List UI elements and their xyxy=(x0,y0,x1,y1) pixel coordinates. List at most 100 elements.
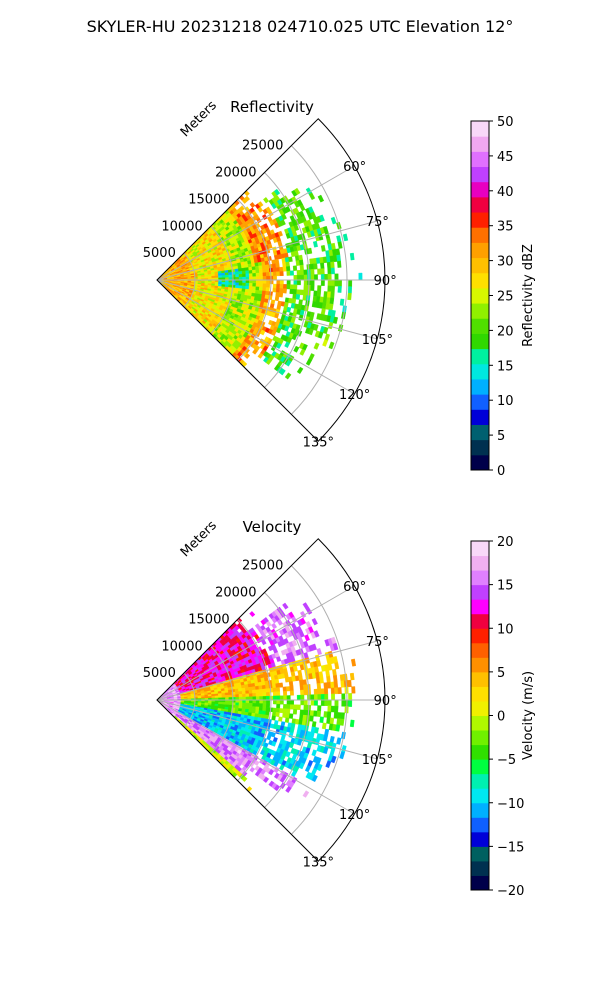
reflectivity-cell xyxy=(317,285,322,292)
reflectivity-cell xyxy=(276,283,281,289)
velocity-cell xyxy=(330,687,335,695)
reflectivity-cell xyxy=(316,290,322,298)
velocity-cell xyxy=(248,686,253,691)
reflectivity-cell xyxy=(276,279,281,285)
reflectivity-cell xyxy=(228,272,233,276)
reflectivity-cell xyxy=(224,274,230,278)
reflectivity-cell xyxy=(284,341,291,348)
reflectivity-cell xyxy=(251,266,256,271)
velocity-cell xyxy=(211,695,216,699)
colorbar-swatch xyxy=(471,181,489,198)
velocity-cell xyxy=(249,766,256,773)
velocity-cell xyxy=(300,689,305,696)
velocity-cell xyxy=(238,688,243,692)
colorbar-tick-label: 30 xyxy=(497,255,514,270)
reflectivity-cell xyxy=(300,274,305,281)
velocity-cell xyxy=(265,710,270,716)
reflectivity-cell xyxy=(228,282,233,286)
velocity-cell xyxy=(286,686,291,692)
angle-tick-label: 135° xyxy=(303,855,334,870)
velocity-cell xyxy=(286,708,291,714)
reflectivity-cell xyxy=(337,260,342,268)
reflectivity-cell xyxy=(292,265,298,271)
colorbar-swatch xyxy=(471,394,489,410)
reflectivity-cell xyxy=(327,279,332,287)
reflectivity-cell xyxy=(262,279,267,284)
reflectivity-cell xyxy=(259,329,266,336)
reflectivity-cell xyxy=(238,271,243,275)
velocity-cell xyxy=(323,688,329,695)
velocity-cell xyxy=(296,704,301,711)
reflectivity-cell xyxy=(330,285,335,293)
velocity-cell xyxy=(298,674,303,681)
velocity-cell xyxy=(282,686,287,692)
reflectivity-cell xyxy=(259,279,264,284)
velocity-cell xyxy=(245,705,250,710)
velocity-colorbar xyxy=(470,540,490,891)
figure-title: SKYLER-HU 20231218 024710.025 UTC Elevat… xyxy=(87,17,514,36)
velocity-cell xyxy=(337,687,342,695)
velocity-cell xyxy=(275,707,281,713)
velocity-cell xyxy=(314,666,320,673)
velocity-cell xyxy=(283,668,288,674)
velocity-cell xyxy=(303,704,308,711)
colorbar-tick-label: 5 xyxy=(497,666,505,681)
velocity-cell xyxy=(316,710,322,718)
velocity-cell xyxy=(275,711,280,718)
reflectivity-cell xyxy=(241,270,246,275)
colorbar-swatch xyxy=(471,788,489,804)
reflectivity-cell xyxy=(238,285,243,289)
velocity-cell xyxy=(279,708,284,714)
reflectivity-cell xyxy=(257,352,264,359)
velocity-cell xyxy=(276,703,281,709)
velocity-cell xyxy=(266,734,272,741)
reflectivity-cell xyxy=(277,230,283,237)
velocity-cell xyxy=(255,703,260,708)
range-tick-label: 15000 xyxy=(188,612,229,627)
azimuth-line xyxy=(156,279,355,395)
colorbar-swatch xyxy=(471,802,489,818)
velocity-cell xyxy=(304,765,311,773)
velocity-cell xyxy=(313,630,320,638)
reflectivity-cell xyxy=(248,266,253,271)
colorbar-swatch xyxy=(471,257,489,274)
angle-tick-label: 105° xyxy=(362,333,393,348)
colorbar-tick-label: −10 xyxy=(497,797,524,812)
colorbar-swatch xyxy=(471,686,489,702)
reflectivity-cell xyxy=(281,213,287,221)
reflectivity-cell xyxy=(329,297,335,305)
range-tick-label: 10000 xyxy=(161,219,202,234)
reflectivity-cell xyxy=(342,233,349,242)
velocity-panel: Velocity 5000 10000 15000 20000 25000 60° 75°… xyxy=(143,518,536,899)
velocity-cell xyxy=(313,688,318,695)
reflectivity-cell xyxy=(259,283,264,288)
colorbar-tick-label: 10 xyxy=(497,622,514,637)
reflectivity-cell xyxy=(242,282,247,287)
colorbar-swatch xyxy=(471,570,489,586)
colorbar-swatch xyxy=(471,541,489,557)
reflectivity-cell xyxy=(332,316,339,324)
reflectivity-cell xyxy=(317,268,322,275)
velocity-cell xyxy=(258,688,264,694)
reflectivity-range-label: Meters xyxy=(178,98,220,140)
reflectivity-cell xyxy=(299,289,304,296)
reflectivity-cell xyxy=(328,341,335,350)
velocity-cell xyxy=(258,706,264,712)
reflectivity-cell xyxy=(264,260,270,266)
reflectivity-cell xyxy=(327,285,332,293)
reflectivity-field xyxy=(156,187,363,380)
colorbar-tick-label: 45 xyxy=(497,150,514,165)
velocity-cell xyxy=(269,695,274,701)
velocity-cell xyxy=(341,693,346,701)
velocity-cell xyxy=(326,675,331,683)
velocity-cell xyxy=(259,699,264,704)
colorbar-tick-label: 0 xyxy=(497,710,505,725)
velocity-cell xyxy=(271,715,276,721)
velocity-cell xyxy=(252,689,257,694)
reflectivity-cell xyxy=(207,276,212,279)
velocity-cell xyxy=(245,693,250,698)
velocity-cell xyxy=(302,790,310,798)
colorbar-swatch xyxy=(471,715,489,731)
velocity-cell xyxy=(242,693,247,698)
reflectivity-cell xyxy=(303,269,308,276)
